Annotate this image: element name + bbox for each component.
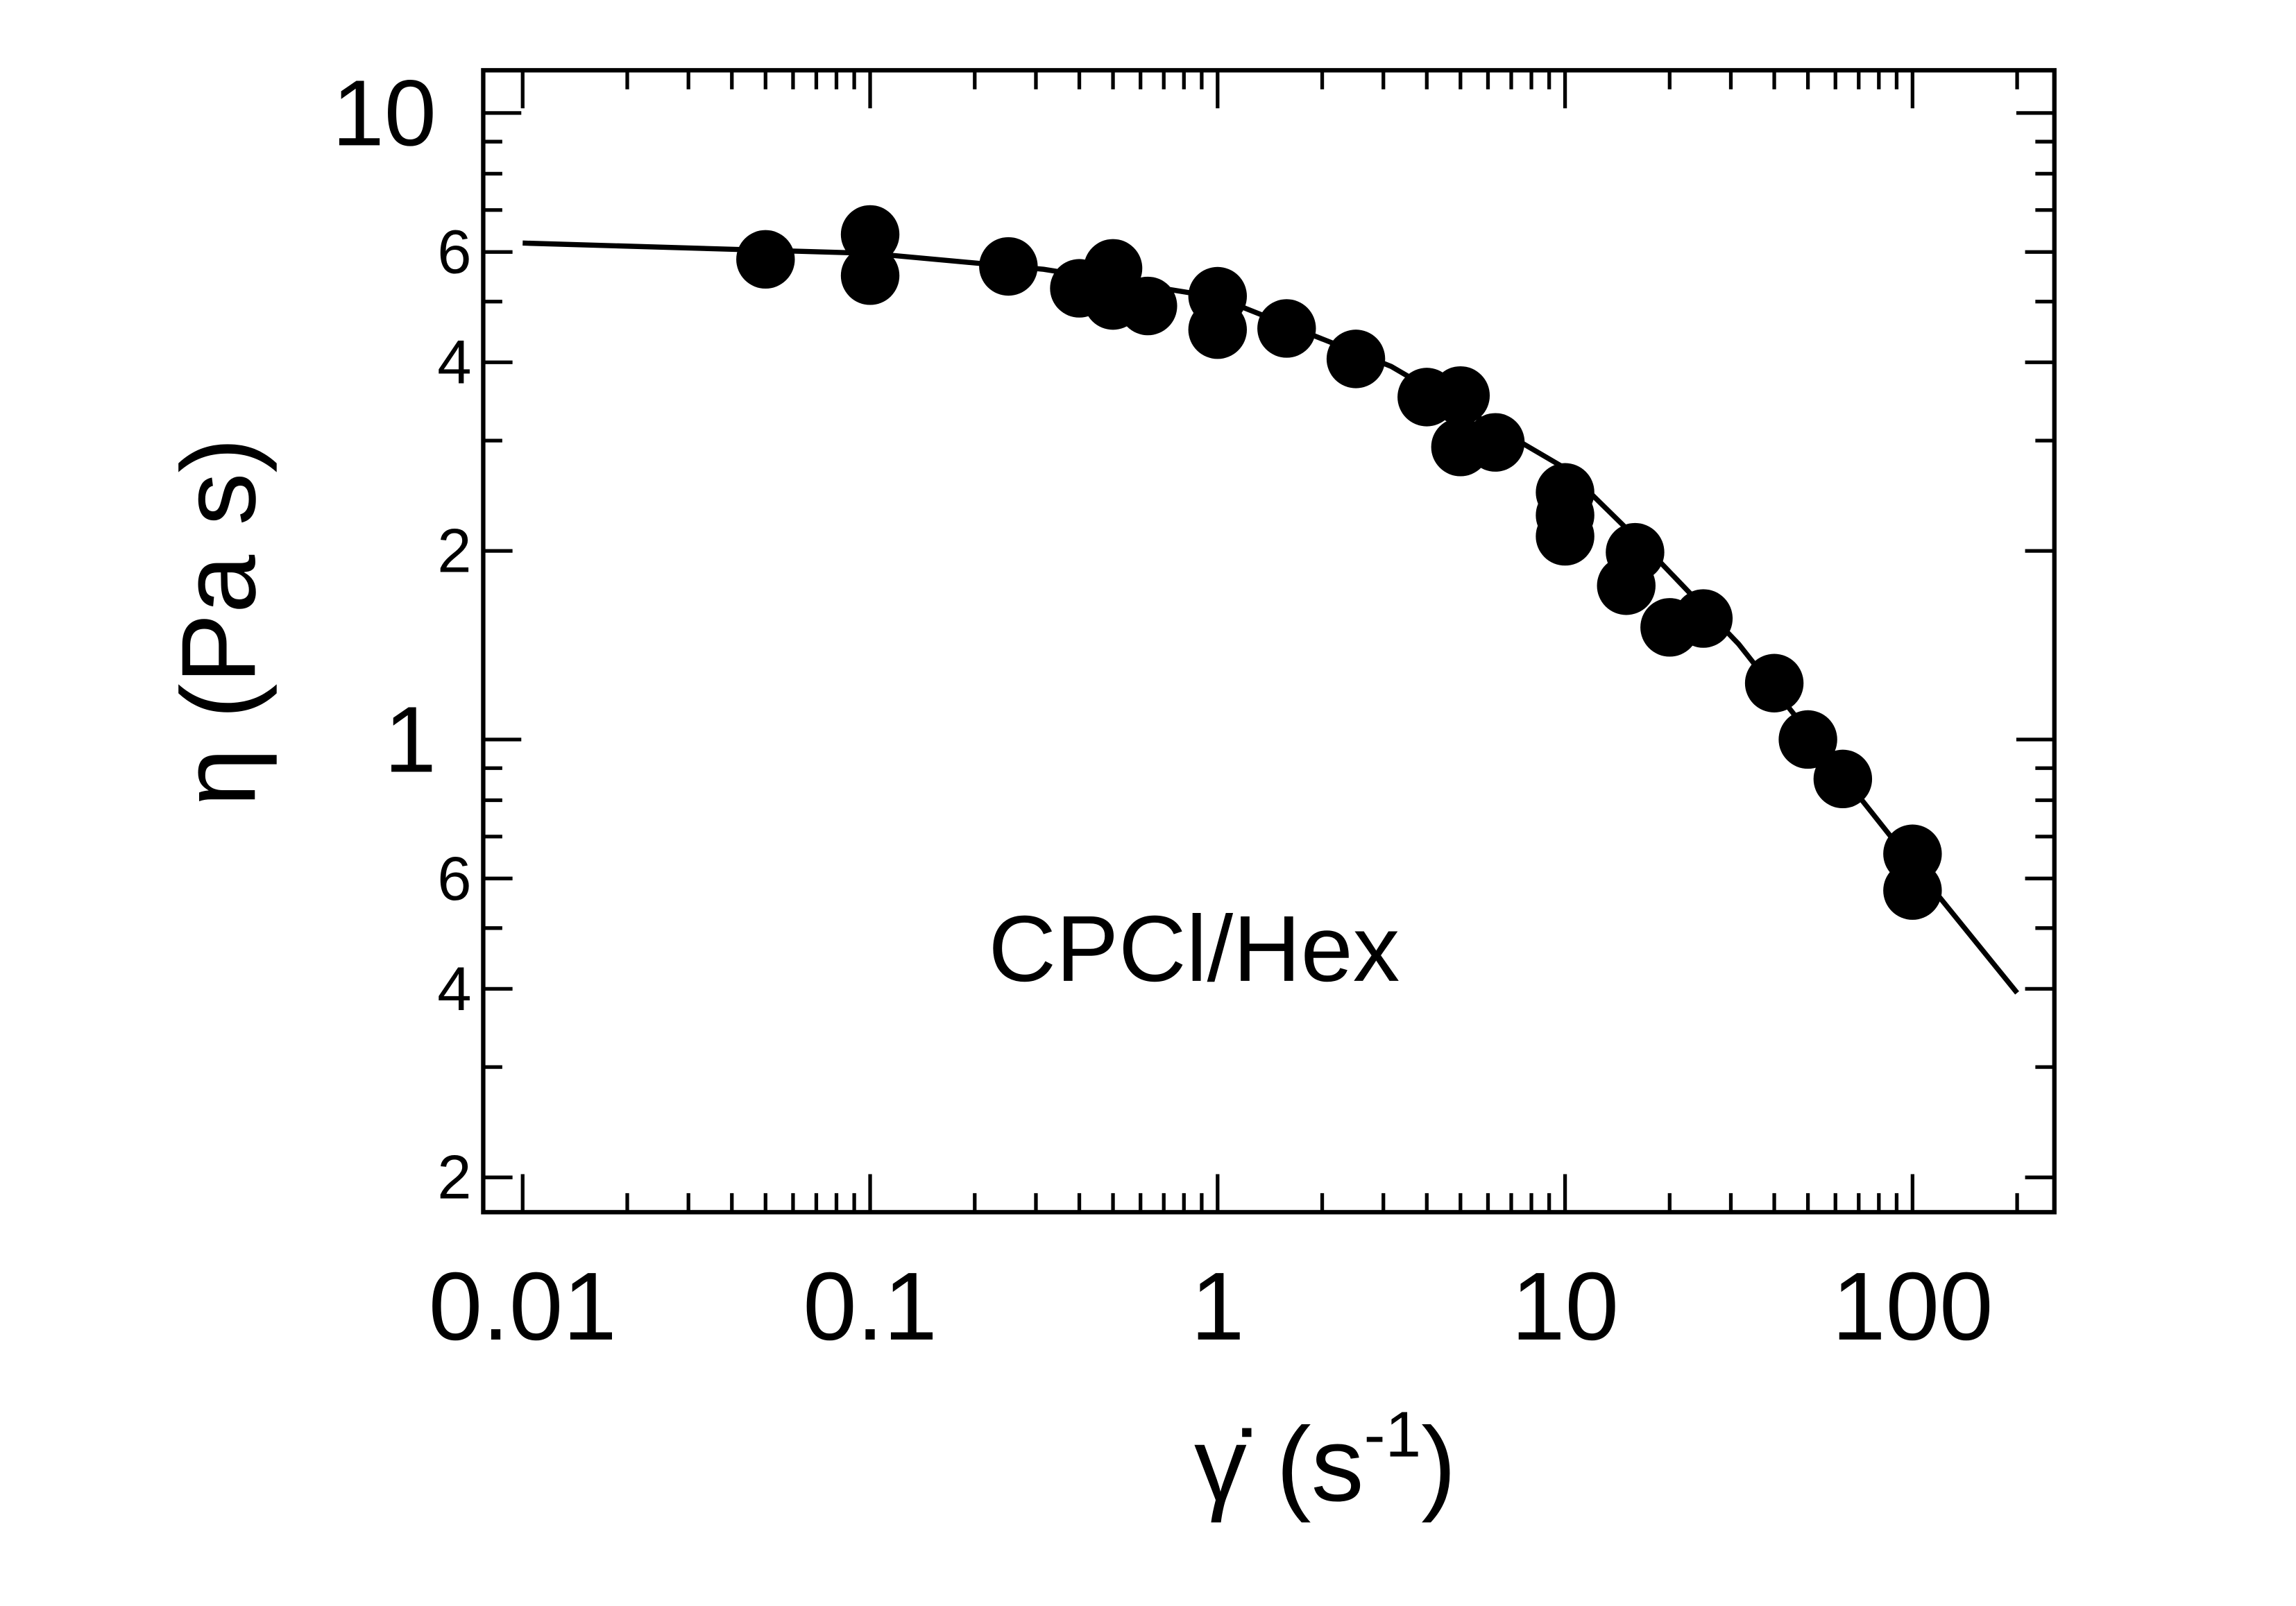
x-tick-label: 10 [1511, 1252, 1619, 1360]
x-tick-label: 100 [1832, 1252, 1993, 1360]
data-point [1597, 556, 1656, 615]
y-tick-label: 2 [437, 1143, 471, 1212]
y-tick-label: 6 [437, 844, 471, 913]
y-axis-label: η (Pa s) [160, 438, 278, 807]
annotation: CPCl/Hex [988, 896, 1400, 1001]
data-point [1326, 330, 1386, 388]
y-tick-label: 4 [437, 955, 471, 1023]
data-point [1778, 710, 1837, 769]
x-tick-label: 1 [1191, 1252, 1244, 1360]
data-point [1257, 299, 1316, 358]
x-axis-label-exponent: -1 [1364, 1399, 1422, 1471]
data-point [1119, 276, 1177, 336]
x-axis-label: γ̇ (s-1) [1194, 1399, 1456, 1523]
fit-line [522, 240, 2019, 995]
data-point [1744, 653, 1804, 712]
data-point [979, 237, 1038, 296]
data-point [840, 205, 900, 264]
data-point [1431, 366, 1490, 425]
data-point [840, 246, 900, 305]
y-tick-label: 6 [437, 218, 471, 287]
data-point [1536, 506, 1595, 566]
x-tick-label: 0.01 [429, 1252, 617, 1360]
data-point [1188, 300, 1248, 359]
y-tick-label: 2 [437, 517, 471, 586]
x-axis-label-main: γ̇ (s [1194, 1406, 1364, 1523]
x-axis-label-end: ) [1421, 1406, 1456, 1523]
data-point [736, 230, 795, 289]
x-tick-label: 0.1 [803, 1252, 937, 1360]
data-point [1674, 589, 1733, 648]
data-point [1465, 413, 1525, 472]
y-tick-label: 1 [384, 687, 436, 792]
data-point [1883, 861, 1942, 920]
data-point [1813, 749, 1873, 809]
y-tick-label: 10 [332, 60, 436, 165]
plot-frame [481, 68, 2057, 1215]
y-tick-label: 4 [437, 328, 471, 397]
